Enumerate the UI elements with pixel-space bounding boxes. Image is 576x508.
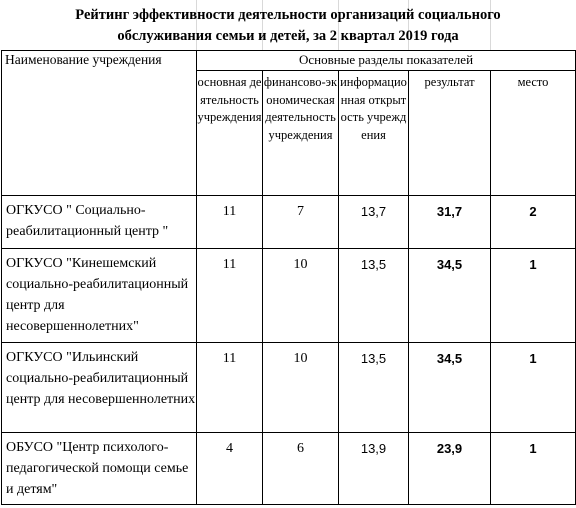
grid-line	[490, 0, 491, 50]
header-indicator-group: Основные разделы показателей	[196, 50, 576, 71]
result-score: 23,9	[408, 432, 491, 505]
finance-activity-score: 10	[262, 342, 339, 433]
rating-table: Наименование учреждения Основные разделы…	[1, 50, 576, 505]
place-value: 2	[490, 195, 576, 249]
title-line-1: Рейтинг эффективности деятельности орган…	[75, 7, 501, 23]
result-score: 31,7	[408, 195, 491, 249]
place-value: 1	[490, 432, 576, 505]
header-institution-name: Наименование учреждения	[1, 50, 197, 196]
institution-name: ОГКУСО "Кинешемский социально-реабилитац…	[1, 248, 197, 343]
header-result: результат	[408, 70, 491, 196]
info-openness-score: 13,5	[338, 248, 409, 343]
finance-activity-score: 6	[262, 432, 339, 505]
main-activity-score: 11	[196, 248, 263, 343]
grid-line	[196, 0, 197, 50]
grid-line	[262, 0, 263, 50]
finance-activity-score: 10	[262, 248, 339, 343]
info-openness-score: 13,5	[338, 342, 409, 433]
header-finance-activity: финансово-экономическая деятельность учр…	[262, 70, 339, 196]
page-title: Рейтинг эффективности деятельности орган…	[0, 5, 576, 47]
table-row: ОГКУСО "Ильинский социально-реабилитацио…	[1, 342, 576, 433]
grid-line	[408, 0, 409, 50]
title-line-2: обслуживания семьи и детей, за 2 квартал…	[117, 28, 459, 44]
main-activity-score: 4	[196, 432, 263, 505]
main-activity-score: 11	[196, 195, 263, 249]
place-value: 1	[490, 248, 576, 343]
header-info-openness: информационная открытость учреждения	[338, 70, 409, 196]
institution-name: ОГКУСО " Социально-реабилитационный цент…	[1, 195, 197, 249]
grid-line	[338, 0, 339, 50]
table-row: ОБУСО "Центр психолого-педагогической по…	[1, 432, 576, 505]
info-openness-score: 13,9	[338, 432, 409, 505]
result-score: 34,5	[408, 342, 491, 433]
table-row: ОГКУСО "Кинешемский социально-реабилитац…	[1, 248, 576, 343]
result-score: 34,5	[408, 248, 491, 343]
table-row: ОГКУСО " Социально-реабилитационный цент…	[1, 195, 576, 249]
header-main-activity: основная деятельность учреждения	[196, 70, 263, 196]
table-header-row: Наименование учреждения Основные разделы…	[1, 50, 576, 196]
place-value: 1	[490, 342, 576, 433]
institution-name: ОГКУСО "Ильинский социально-реабилитацио…	[1, 342, 197, 433]
header-place: место	[490, 70, 576, 196]
finance-activity-score: 7	[262, 195, 339, 249]
main-activity-score: 11	[196, 342, 263, 433]
info-openness-score: 13,7	[338, 195, 409, 249]
institution-name: ОБУСО "Центр психолого-педагогической по…	[1, 432, 197, 505]
